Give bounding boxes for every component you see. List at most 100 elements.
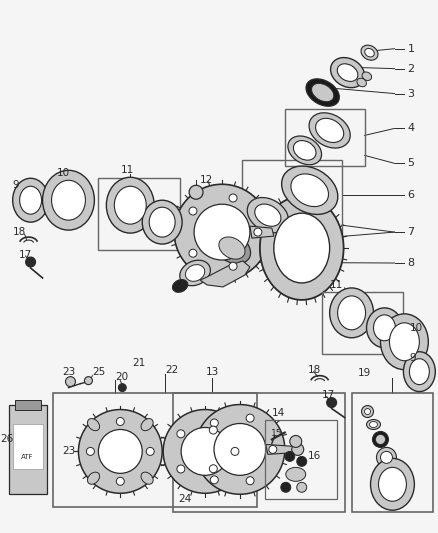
Bar xyxy=(285,109,364,166)
Ellipse shape xyxy=(52,180,85,220)
Circle shape xyxy=(66,377,75,386)
Circle shape xyxy=(364,409,371,415)
Circle shape xyxy=(210,476,218,484)
Circle shape xyxy=(118,384,126,392)
Circle shape xyxy=(285,451,295,462)
Text: 21: 21 xyxy=(132,358,145,368)
Text: 15: 15 xyxy=(271,429,283,438)
Text: 2: 2 xyxy=(407,63,414,74)
Bar xyxy=(99,178,180,250)
Ellipse shape xyxy=(370,422,378,427)
Bar xyxy=(242,160,342,238)
Text: 16: 16 xyxy=(308,451,321,462)
Circle shape xyxy=(25,257,35,267)
Bar xyxy=(265,419,337,499)
Ellipse shape xyxy=(173,279,188,292)
Circle shape xyxy=(177,465,185,473)
Ellipse shape xyxy=(338,296,366,330)
Text: 17: 17 xyxy=(19,250,32,260)
Ellipse shape xyxy=(141,418,153,431)
Text: 22: 22 xyxy=(165,365,178,375)
Ellipse shape xyxy=(260,196,343,300)
Ellipse shape xyxy=(149,207,175,237)
Circle shape xyxy=(174,184,270,280)
Circle shape xyxy=(372,432,389,447)
Text: 25: 25 xyxy=(92,367,106,377)
Ellipse shape xyxy=(213,232,251,264)
Ellipse shape xyxy=(337,64,358,82)
Ellipse shape xyxy=(255,204,281,227)
Ellipse shape xyxy=(274,213,330,283)
Ellipse shape xyxy=(88,472,99,484)
Bar xyxy=(14,400,41,409)
Text: 18: 18 xyxy=(308,365,321,375)
Circle shape xyxy=(209,465,217,473)
Text: 18: 18 xyxy=(13,227,26,237)
Polygon shape xyxy=(266,445,297,455)
Text: 20: 20 xyxy=(115,372,128,382)
Ellipse shape xyxy=(367,419,381,430)
Circle shape xyxy=(297,482,307,492)
Ellipse shape xyxy=(141,472,153,484)
Ellipse shape xyxy=(286,467,306,481)
Bar xyxy=(173,393,345,512)
Text: 14: 14 xyxy=(272,408,285,417)
Circle shape xyxy=(189,249,197,257)
Ellipse shape xyxy=(410,359,429,385)
Circle shape xyxy=(231,447,239,455)
Circle shape xyxy=(209,426,217,434)
Ellipse shape xyxy=(361,45,378,60)
Circle shape xyxy=(246,477,254,484)
Ellipse shape xyxy=(219,237,245,259)
Ellipse shape xyxy=(306,79,339,106)
Circle shape xyxy=(210,419,218,427)
Circle shape xyxy=(327,398,337,408)
Ellipse shape xyxy=(288,136,321,165)
Circle shape xyxy=(194,204,250,260)
Text: 7: 7 xyxy=(407,227,414,237)
Circle shape xyxy=(246,414,254,422)
Circle shape xyxy=(381,451,392,463)
Ellipse shape xyxy=(374,315,396,341)
Circle shape xyxy=(117,417,124,425)
Text: 11: 11 xyxy=(330,280,343,290)
Bar xyxy=(321,292,403,354)
Bar xyxy=(352,393,433,512)
Circle shape xyxy=(99,430,142,473)
Circle shape xyxy=(195,405,285,494)
Circle shape xyxy=(214,424,266,475)
Ellipse shape xyxy=(114,186,146,224)
Ellipse shape xyxy=(185,264,205,281)
Circle shape xyxy=(377,447,396,467)
Circle shape xyxy=(375,434,385,445)
Bar xyxy=(13,424,42,470)
Ellipse shape xyxy=(309,113,350,148)
Circle shape xyxy=(181,427,229,475)
Polygon shape xyxy=(200,261,250,287)
Ellipse shape xyxy=(316,118,344,142)
Bar xyxy=(9,405,46,494)
Text: 12: 12 xyxy=(200,175,213,185)
Text: 9: 9 xyxy=(13,180,19,190)
Text: 4: 4 xyxy=(407,124,414,133)
Ellipse shape xyxy=(362,72,371,80)
Ellipse shape xyxy=(42,171,95,230)
Ellipse shape xyxy=(371,458,414,510)
Circle shape xyxy=(292,443,304,455)
Ellipse shape xyxy=(389,323,419,361)
Ellipse shape xyxy=(180,260,210,286)
Circle shape xyxy=(281,482,291,492)
Circle shape xyxy=(297,456,307,466)
Text: 24: 24 xyxy=(178,494,192,504)
Ellipse shape xyxy=(106,177,154,233)
Text: 23: 23 xyxy=(63,367,76,377)
Circle shape xyxy=(361,406,374,417)
Circle shape xyxy=(229,194,237,202)
Text: 26: 26 xyxy=(1,434,14,445)
Text: 5: 5 xyxy=(407,158,414,168)
Ellipse shape xyxy=(378,467,406,501)
Text: 3: 3 xyxy=(407,88,414,99)
Polygon shape xyxy=(250,226,274,238)
Ellipse shape xyxy=(13,178,49,222)
Circle shape xyxy=(117,478,124,486)
